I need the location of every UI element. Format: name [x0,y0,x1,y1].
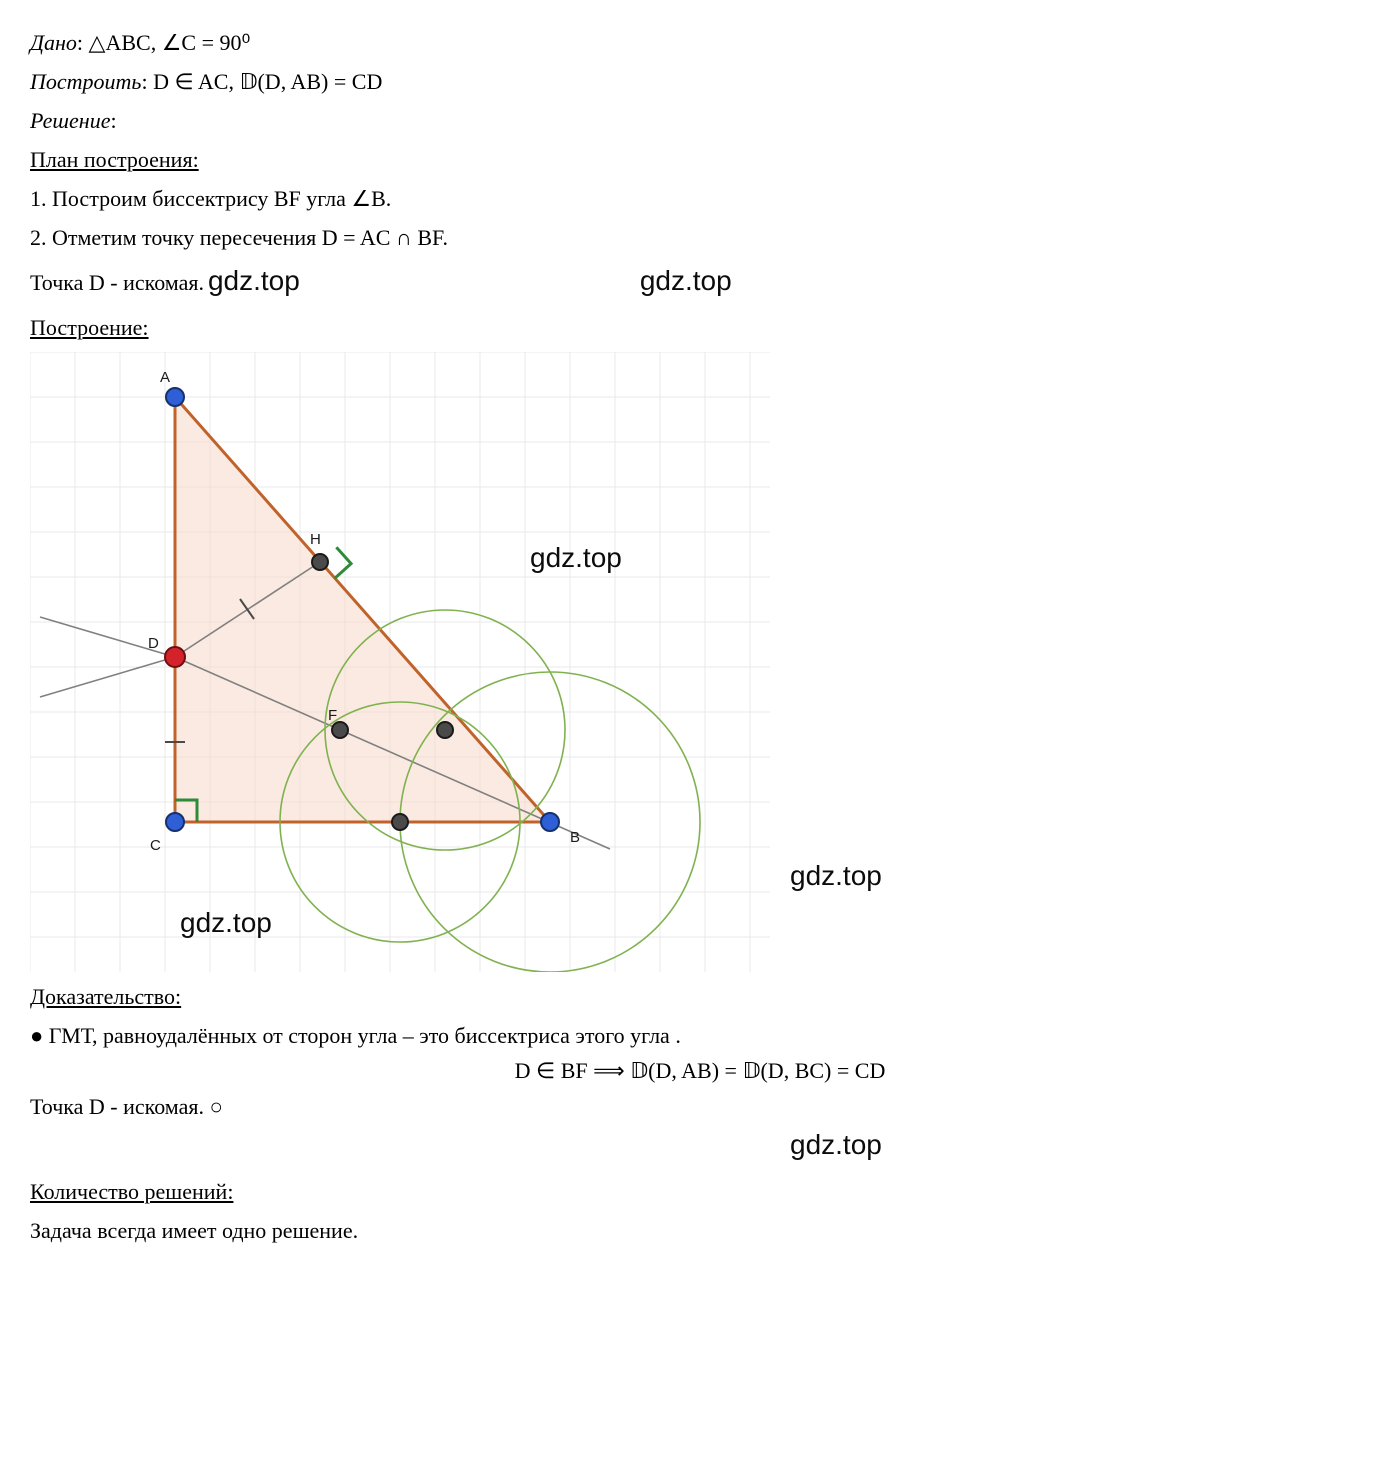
watermark-1: gdz.top [208,265,300,297]
point-d-sought-2: Точка D - искомая. ○ [30,1090,1370,1123]
given-label: Дано [30,30,77,55]
svg-text:A: A [160,369,170,386]
svg-text:D: D [148,635,159,652]
svg-text:H: H [310,531,321,548]
step-2: 2. Отметим точку пересечения D = AC ∩ BF… [30,221,1370,254]
svg-text:B: B [570,829,580,846]
given-line: Дано: △ABC, ∠C = 90⁰ [30,26,1370,59]
svg-text:C: C [150,837,161,854]
point-d-sought: Точка D - искомая. [30,266,204,299]
svg-text:F: F [328,707,337,724]
geometry-figure: ABCDHF gdz.top gdz.top [30,352,770,972]
proof-line: ● ГМТ, равноудалённых от сторон угла – э… [30,1019,1370,1052]
construct-label: Построить [30,69,141,94]
given-expr: : △ABC, ∠C = 90⁰ [77,30,250,55]
proof-equation: D ∈ BF ⟹ 𝔻(D, AB) = 𝔻(D, BC) = CD [30,1058,1370,1084]
solution-label: Решение [30,108,110,133]
step-1: 1. Построим биссектрису BF угла ∠B. [30,182,1370,215]
point-d-row: Точка D - искомая. gdz.top gdz.top [30,260,1370,305]
watermark-6: gdz.top [790,1129,882,1161]
watermark-4: gdz.top [790,860,882,892]
solution-line: Решение: [30,104,1370,137]
count-text: Задача всегда имеет одно решение. [30,1214,1370,1247]
watermark-2: gdz.top [640,265,732,297]
count-heading: Количество решений: [30,1175,1370,1208]
construct-line: Построить: D ∈ AC, 𝔻(D, AB) = CD [30,65,1370,98]
proof-heading: Доказательство: [30,980,1370,1013]
construct-expr: : D ∈ AC, 𝔻(D, AB) = CD [141,69,382,94]
geometry-svg: A B C D H F [30,352,770,972]
plan-heading: План построения: [30,143,1370,176]
construction-heading: Построение: [30,311,1370,344]
